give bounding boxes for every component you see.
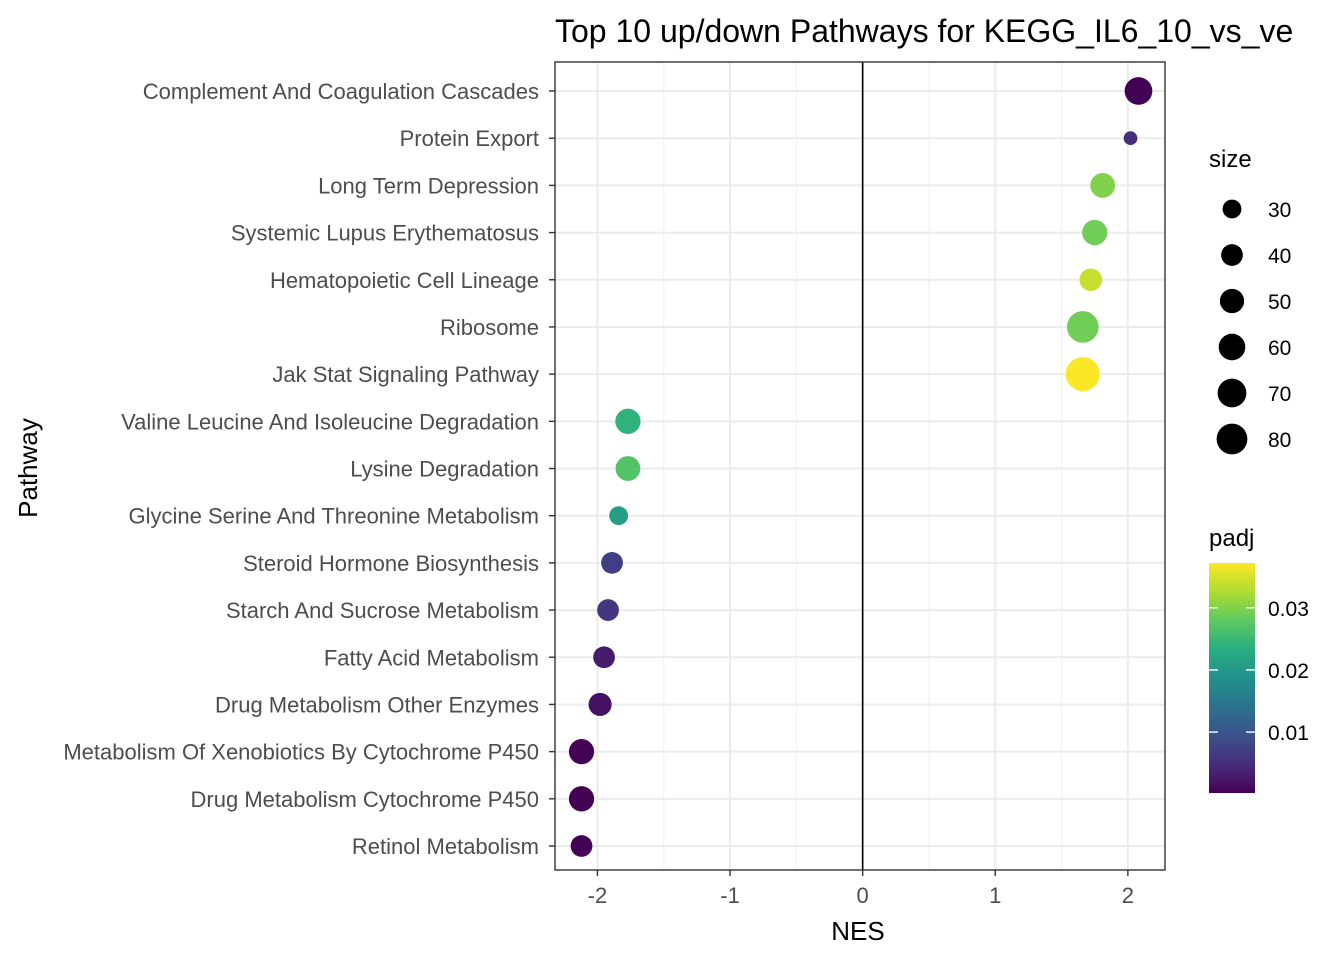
padj-color-legend: padj 0.01 0.02 0.03 xyxy=(1209,525,1309,793)
data-point xyxy=(601,551,623,574)
data-point xyxy=(609,506,629,526)
x-axis: -2 -1 0 1 2 xyxy=(588,870,1134,908)
x-tick-label: -1 xyxy=(720,883,740,908)
padj-colorbar xyxy=(1209,563,1255,793)
size-legend-key xyxy=(1221,244,1243,266)
size-legend-label: 50 xyxy=(1268,291,1291,314)
grid-major xyxy=(555,62,1165,870)
x-axis-title: NES xyxy=(831,916,884,946)
data-point xyxy=(615,456,641,481)
size-legend-label: 40 xyxy=(1268,245,1291,268)
data-point xyxy=(1090,172,1116,198)
y-tick-label: Jak Stat Signaling Pathway xyxy=(272,362,539,387)
data-point xyxy=(1082,219,1108,246)
y-tick-label: Protein Export xyxy=(400,126,539,151)
size-legend: size 30 40 50 60 70 80 xyxy=(1209,146,1291,455)
data-points xyxy=(568,77,1153,857)
colorbar-tick-label: 0.01 xyxy=(1268,722,1309,745)
data-point xyxy=(1065,357,1100,392)
colorbar-tick-label: 0.02 xyxy=(1268,660,1309,683)
y-tick-label: Complement And Coagulation Cascades xyxy=(143,79,539,104)
y-tick-label: Glycine Serine And Threonine Metabolism xyxy=(129,504,539,529)
data-point xyxy=(570,835,593,857)
y-axis: Complement And Coagulation Cascades Prote… xyxy=(63,79,555,859)
y-tick-label: Retinol Metabolism xyxy=(352,834,539,859)
x-tick-label: -2 xyxy=(588,883,608,908)
data-point xyxy=(1066,311,1099,343)
data-point xyxy=(588,692,612,716)
padj-legend-title: padj xyxy=(1209,525,1254,552)
y-tick-label: Hematopoietic Cell Lineage xyxy=(270,268,539,293)
grid-minor xyxy=(663,62,1063,870)
y-tick-label: Starch And Sucrose Metabolism xyxy=(226,598,539,623)
size-legend-key xyxy=(1219,288,1245,314)
y-tick-label: Metabolism Of Xenobiotics By Cytochrome … xyxy=(63,740,539,765)
y-tick-label: Long Term Depression xyxy=(318,173,539,198)
y-tick-label: Ribosome xyxy=(440,315,539,340)
y-tick-label: Systemic Lupus Erythematosus xyxy=(231,221,539,246)
x-tick-label: 1 xyxy=(989,883,1001,908)
x-tick-label: 0 xyxy=(857,883,869,908)
data-point xyxy=(615,408,641,434)
size-legend-key xyxy=(1218,333,1246,361)
plot-panel xyxy=(554,61,1166,871)
data-point xyxy=(568,786,595,812)
y-tick-label: Fatty Acid Metabolism xyxy=(324,645,539,670)
size-legend-title: size xyxy=(1209,146,1252,173)
colorbar-tick-label: 0.03 xyxy=(1268,598,1309,621)
y-axis-title: Pathway xyxy=(13,418,43,518)
data-point xyxy=(1079,268,1103,292)
data-point xyxy=(597,599,619,621)
y-tick-label: Lysine Degradation xyxy=(350,457,539,482)
data-point xyxy=(1123,131,1138,146)
y-tick-label: Drug Metabolism Other Enzymes xyxy=(215,692,539,717)
data-point xyxy=(593,646,615,669)
size-legend-key xyxy=(1216,423,1248,455)
x-tick-label: 2 xyxy=(1122,883,1134,908)
size-legend-label: 80 xyxy=(1268,429,1291,452)
y-tick-label: Drug Metabolism Cytochrome P450 xyxy=(191,787,539,812)
data-point xyxy=(568,738,595,765)
data-point xyxy=(1124,77,1153,105)
chart-title: Top 10 up/down Pathways for KEGG_IL6_10_… xyxy=(555,13,1293,49)
panel-background xyxy=(555,62,1165,870)
size-legend-key xyxy=(1222,199,1242,219)
y-tick-label: Valine Leucine And Isoleucine Degradatio… xyxy=(121,409,539,434)
size-legend-label: 30 xyxy=(1268,199,1291,222)
size-legend-label: 60 xyxy=(1268,337,1291,360)
size-legend-label: 70 xyxy=(1268,383,1291,406)
size-legend-key xyxy=(1217,378,1247,408)
y-tick-label: Steroid Hormone Biosynthesis xyxy=(243,551,539,576)
panel-border xyxy=(554,61,1166,871)
